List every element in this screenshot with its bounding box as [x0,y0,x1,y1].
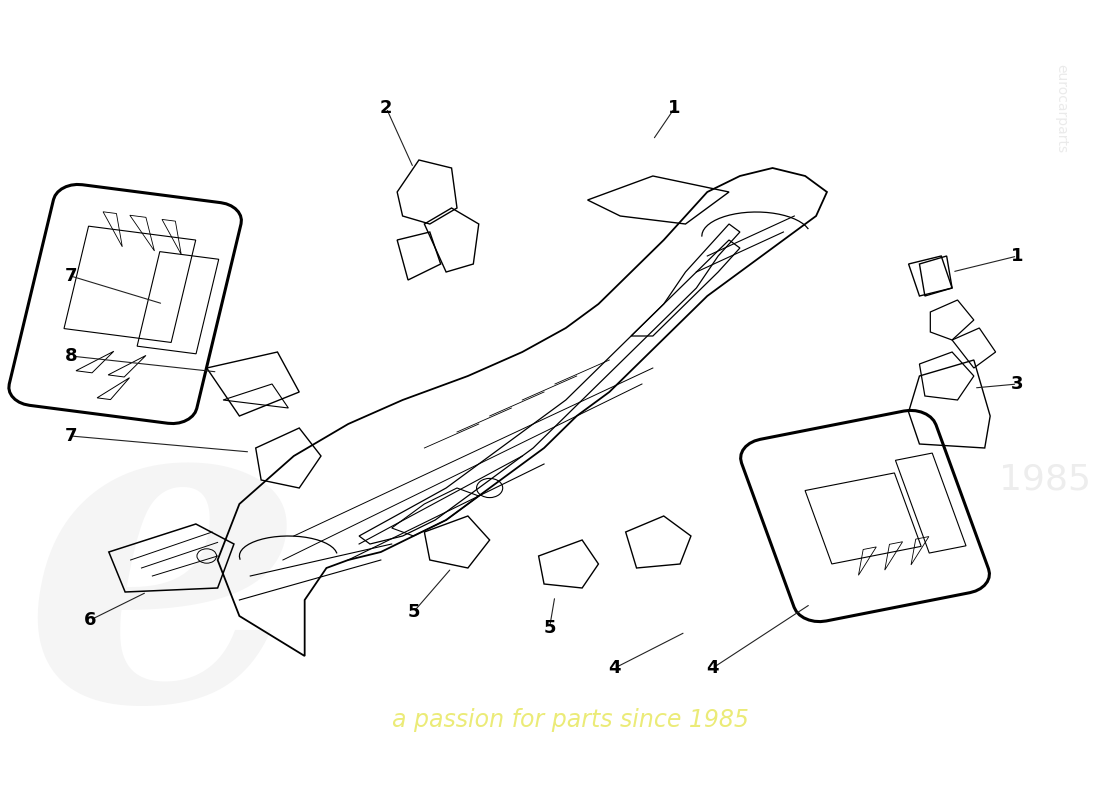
Text: e: e [22,362,305,792]
Text: eurocarparts: eurocarparts [1054,64,1068,153]
Text: 8: 8 [65,347,77,365]
Text: 6: 6 [84,611,97,629]
Text: 7: 7 [65,427,77,445]
Text: a passion for parts since 1985: a passion for parts since 1985 [392,708,749,732]
Text: 4: 4 [706,659,719,677]
Text: 1: 1 [1011,247,1024,265]
Text: 4: 4 [608,659,622,677]
Text: 5: 5 [543,619,556,637]
Text: 7: 7 [65,267,77,285]
Text: 5: 5 [407,603,420,621]
Text: 1: 1 [669,99,681,117]
Text: 2: 2 [379,99,393,117]
Text: 1985: 1985 [999,463,1090,497]
Text: 3: 3 [1011,375,1024,393]
